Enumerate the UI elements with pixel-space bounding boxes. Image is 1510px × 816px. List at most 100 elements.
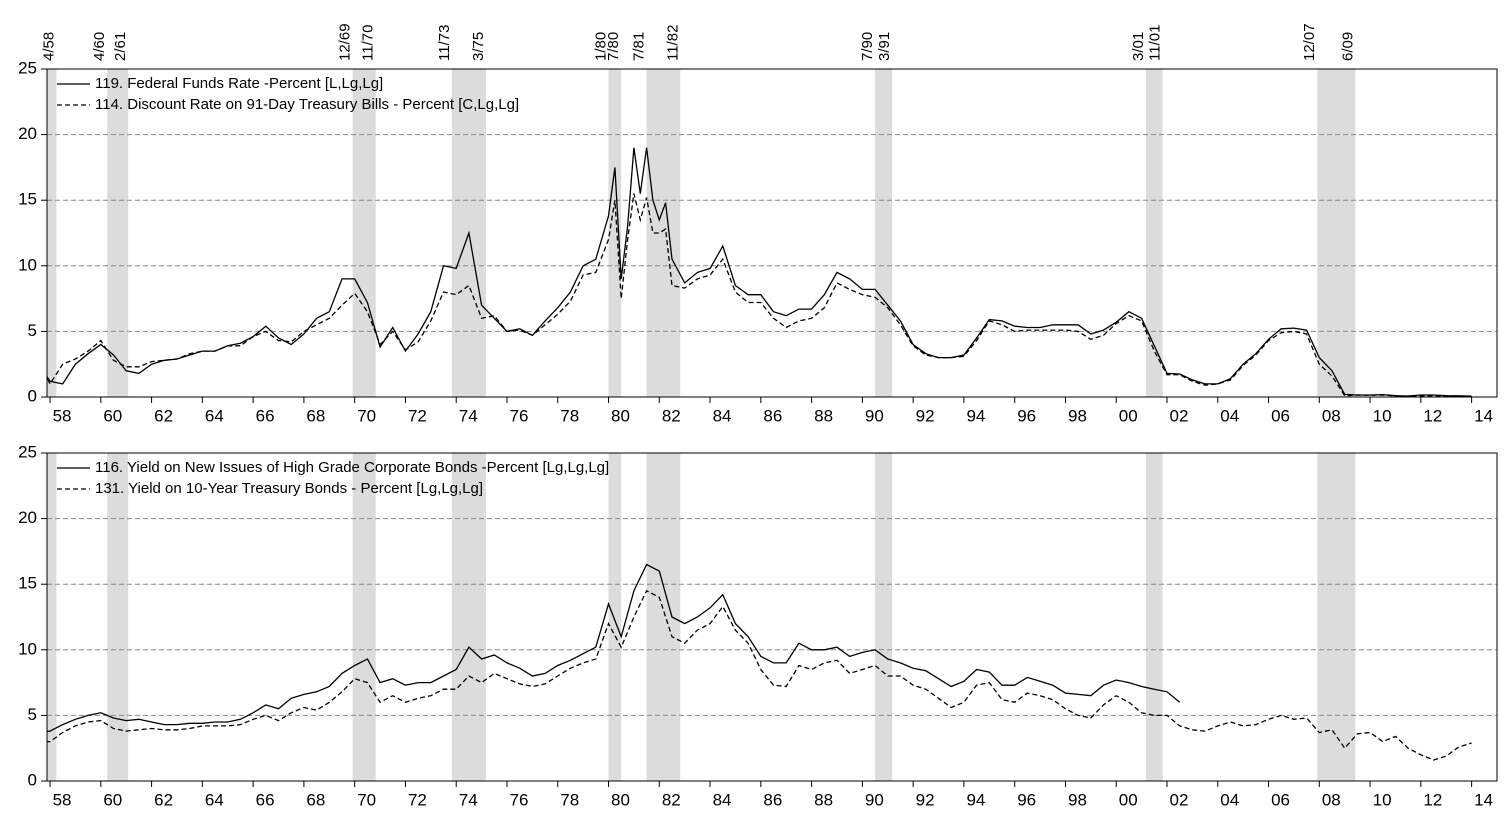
x-tick-label: 04	[1220, 790, 1239, 809]
x-tick-label: 00	[1119, 406, 1138, 425]
x-tick-label: 58	[53, 406, 72, 425]
x-tick-label: 76	[510, 406, 529, 425]
recession-band	[1145, 453, 1163, 781]
legend-label: 114. Discount Rate on 91-Day Treasury Bi…	[95, 96, 519, 113]
recession-label: 4/60	[91, 32, 108, 61]
recession-label: 11/01	[1147, 25, 1164, 61]
x-tick-label: 94	[966, 790, 985, 809]
recession-label: 4/58	[40, 32, 57, 61]
x-tick-label: 80	[611, 790, 630, 809]
x-tick-label: 72	[408, 406, 427, 425]
x-tick-label: 64	[205, 406, 224, 425]
x-tick-label: 86	[763, 790, 782, 809]
series-line	[47, 147, 1472, 397]
x-tick-label: 88	[814, 406, 833, 425]
x-tick-label: 70	[357, 406, 376, 425]
legend-label: 119. Federal Funds Rate -Percent [L,Lg,L…	[95, 75, 383, 92]
x-tick-label: 10	[1373, 790, 1392, 809]
x-tick-label: 14	[1474, 406, 1493, 425]
x-tick-label: 80	[611, 406, 630, 425]
y-tick-label: 25	[18, 58, 37, 77]
x-tick-label: 90	[865, 406, 884, 425]
plot-frame	[46, 452, 1498, 782]
recession-band	[608, 453, 622, 781]
x-tick-label: 58	[53, 790, 72, 809]
panel: 4/58 4/60 2/61 12/69 11/70 11/73 3/75 1/807/80 7…	[18, 23, 1498, 425]
y-tick-label: 10	[18, 255, 37, 274]
recession-label: 3/91	[876, 32, 893, 61]
recession-band	[1317, 453, 1356, 781]
recession-band	[352, 453, 376, 781]
recession-label: 3/01	[1130, 32, 1147, 61]
x-tick-label: 02	[1170, 790, 1189, 809]
recession-label: 11/70	[360, 25, 377, 61]
x-tick-label: 70	[357, 790, 376, 809]
x-tick-label: 68	[306, 406, 325, 425]
recession-label: 11/82	[664, 25, 681, 61]
x-tick-label: 86	[763, 406, 782, 425]
x-tick-label: 66	[256, 406, 275, 425]
x-tick-label: 82	[662, 406, 681, 425]
x-tick-label: 08	[1322, 406, 1341, 425]
x-tick-label: 62	[154, 790, 173, 809]
x-tick-label: 92	[916, 790, 935, 809]
x-tick-label: 88	[814, 790, 833, 809]
y-tick-label: 0	[28, 386, 37, 405]
x-tick-label: 82	[662, 790, 681, 809]
recession-label: 7/81	[631, 32, 648, 61]
legend-label: 131. Yield on 10-Year Treasury Bonds - P…	[95, 480, 483, 497]
recession-label: 12/07	[1301, 23, 1318, 61]
panel: 0 5 10 15 20 25 58 60 62 64 66 68 70 72 74 76 78 80 82 84 86…	[18, 442, 1498, 809]
x-tick-label: 00	[1119, 790, 1138, 809]
plot-frame	[46, 68, 1498, 398]
legend-label: 116. Yield on New Issues of High Grade C…	[95, 459, 609, 476]
recession-band	[1317, 69, 1356, 397]
x-tick-label: 90	[865, 790, 884, 809]
recession-band	[47, 69, 57, 397]
y-tick-label: 20	[18, 508, 37, 527]
x-tick-label: 78	[560, 406, 579, 425]
x-tick-label: 74	[459, 790, 478, 809]
recession-band	[352, 69, 376, 397]
recession-label: 6/09	[1339, 32, 1356, 61]
x-tick-label: 66	[256, 790, 275, 809]
x-tick-label: 94	[966, 406, 985, 425]
recession-label: 2/61	[112, 32, 129, 61]
x-tick-label: 96	[1017, 790, 1036, 809]
x-tick-label: 06	[1271, 790, 1290, 809]
y-tick-label: 5	[28, 321, 37, 340]
recession-label: 12/69	[337, 23, 354, 61]
recession-band	[107, 453, 129, 781]
y-tick-label: 15	[18, 574, 37, 593]
x-tick-label: 72	[408, 790, 427, 809]
x-tick-label: 76	[510, 790, 529, 809]
recession-band	[875, 69, 893, 397]
x-tick-label: 06	[1271, 406, 1290, 425]
x-tick-label: 10	[1373, 406, 1392, 425]
y-tick-label: 25	[18, 442, 37, 461]
y-tick-label: 20	[18, 124, 37, 143]
recession-label: 11/73	[436, 25, 453, 61]
x-tick-label: 78	[560, 790, 579, 809]
x-tick-label: 08	[1322, 790, 1341, 809]
x-tick-label: 98	[1068, 790, 1087, 809]
x-tick-label: 60	[103, 790, 122, 809]
recession-label: 1/80	[592, 32, 609, 61]
x-tick-label: 84	[713, 790, 732, 809]
recession-label: 7/90	[859, 32, 876, 61]
x-tick-label: 98	[1068, 406, 1087, 425]
x-tick-label: 60	[103, 406, 122, 425]
x-tick-label: 04	[1220, 406, 1239, 425]
x-tick-label: 12	[1423, 406, 1442, 425]
recession-label: 7/80	[605, 32, 622, 61]
recession-band	[875, 453, 893, 781]
recession-band	[451, 453, 486, 781]
x-tick-label: 64	[205, 790, 224, 809]
series-line	[47, 563, 1181, 733]
x-tick-label: 62	[154, 406, 173, 425]
x-tick-label: 02	[1170, 406, 1189, 425]
recession-band	[646, 69, 681, 397]
x-tick-label: 96	[1017, 406, 1036, 425]
series-line	[47, 193, 1472, 397]
